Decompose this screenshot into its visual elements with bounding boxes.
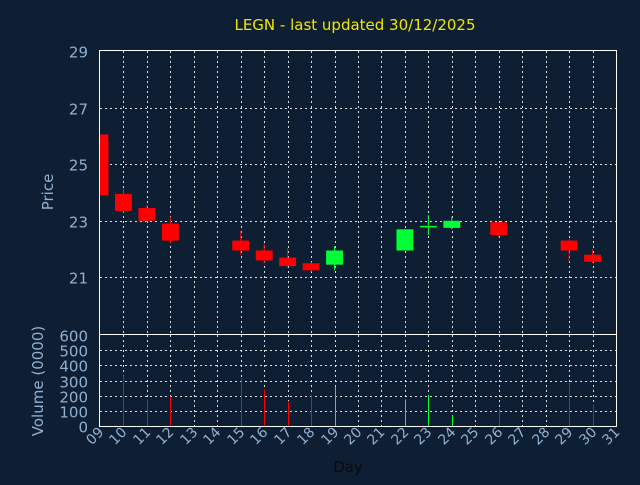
day-tick-15: 15 [224,425,248,449]
price-tick-29: 29 [69,44,88,62]
candle-body-day-16 [255,250,273,261]
day-tick-25: 25 [458,425,482,449]
day-tick-21: 21 [364,425,388,449]
volume-tick-500: 500 [59,343,88,361]
candle-body-day-18 [302,263,320,271]
volume-tick-300: 300 [59,374,88,392]
day-tick-14: 14 [200,424,224,448]
day-tick-24: 24 [435,424,459,448]
volume-plot-frame [99,334,617,427]
volume-axis-label: Volume (0000) [29,326,47,436]
volume-tick-600: 600 [59,328,88,346]
day-tick-19: 19 [318,425,342,449]
price-candles [99,134,601,272]
candle-body-day-17 [279,257,297,267]
volume-tick-100: 100 [59,404,88,422]
candle-body-day-29 [560,240,578,251]
candle-body-day-15 [232,240,250,251]
day-tick-30: 30 [576,425,600,449]
volume-grid [100,335,616,426]
day-tick-27: 27 [505,425,529,449]
candle-body-day-10 [115,193,132,211]
day-axis-label: Day [333,458,363,476]
day-tick-10: 10 [106,425,130,449]
volume-tick-400: 400 [59,358,88,376]
candle-body-day-19 [326,250,343,265]
day-tick-23: 23 [411,425,435,449]
day-tick-31: 31 [599,425,623,449]
volume-bars [123,375,594,426]
candle-body-day-23 [419,225,437,228]
price-y-ticks: 21 23 25 27 29 [69,44,88,288]
candle-body-day-12 [161,223,179,241]
chart-title: LEGN - last updated 30/12/2025 [234,16,475,34]
price-tick-23: 23 [69,214,88,232]
day-tick-29: 29 [552,425,576,449]
day-tick-16: 16 [247,424,271,448]
price-tick-27: 27 [69,101,88,119]
day-tick-17: 17 [271,425,295,449]
day-tick-13: 13 [177,425,201,449]
candle-body-day-11 [138,208,156,221]
candle-body-day-9 [100,134,109,196]
price-tick-25: 25 [69,157,88,175]
candle-body-day-26 [490,222,508,235]
day-tick-18: 18 [294,425,318,449]
price-axis-label: Price [39,174,57,211]
day-tick-12: 12 [153,425,177,449]
price-tick-21: 21 [69,270,88,288]
candle-body-day-30 [584,254,601,262]
day-x-ticks: 09 10 11 12 13 14 15 16 17 18 19 20 21 22 23 24 25 26 27 28… [83,424,623,448]
candle-body-day-24 [443,220,461,228]
volume-tick-0: 0 [78,419,88,437]
day-tick-22: 22 [388,425,412,449]
day-tick-20: 20 [341,425,365,449]
candle-body-day-22 [396,229,414,251]
volume-tick-200: 200 [59,389,88,407]
day-tick-11: 11 [130,425,154,449]
day-tick-26: 26 [482,424,506,448]
day-tick-28: 28 [529,425,553,449]
price-grid [100,51,616,334]
